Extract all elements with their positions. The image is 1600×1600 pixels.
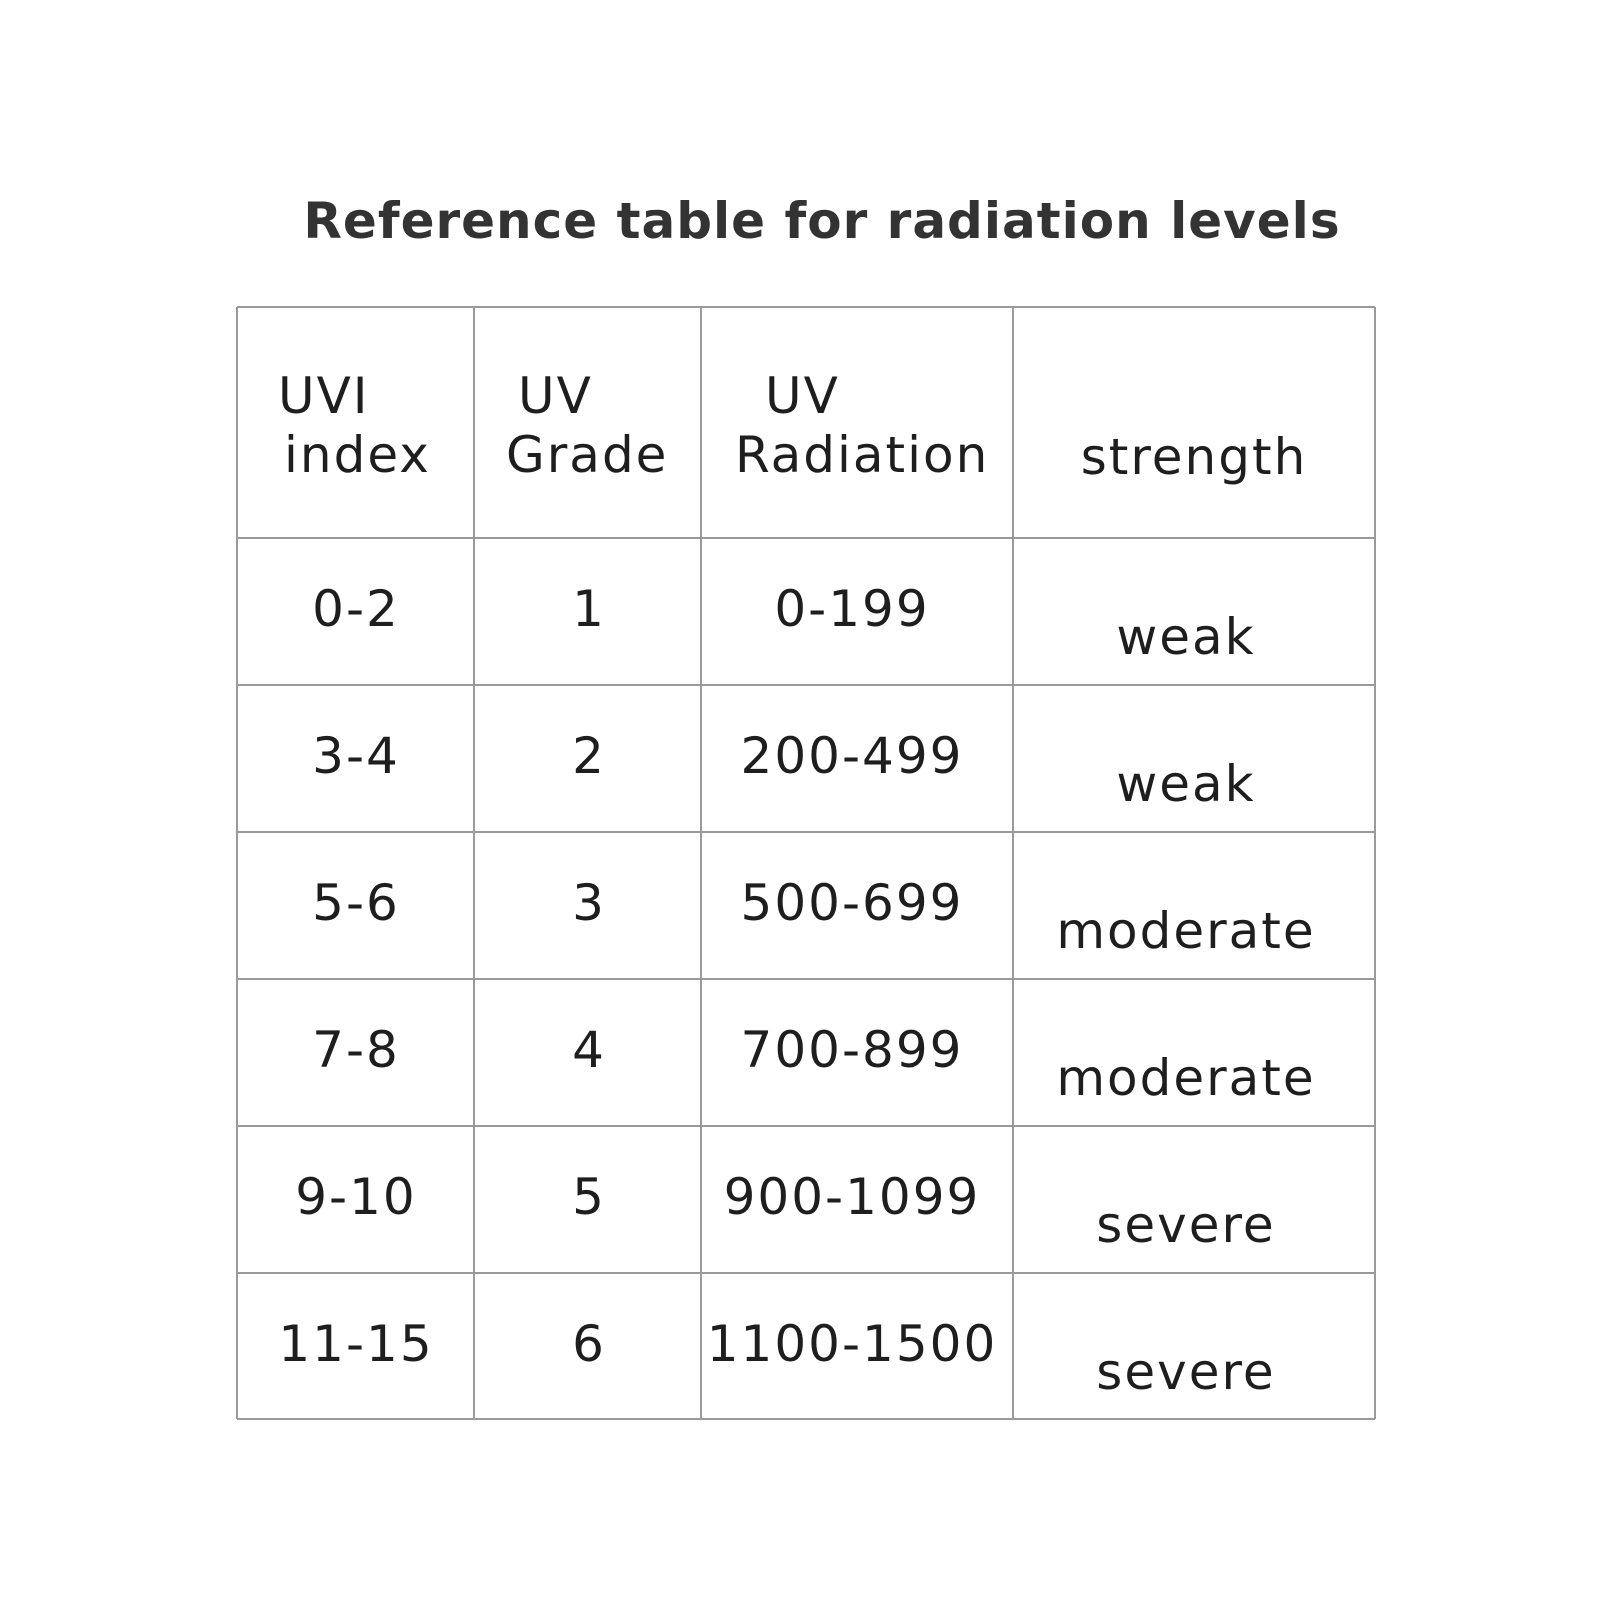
table-cell: 9-10 <box>295 1168 416 1226</box>
header-cell: Radiation <box>735 426 989 484</box>
table-cell: 1100-1500 <box>707 1315 998 1373</box>
title: Reference table for radiation levels <box>303 192 1340 250</box>
table-cell: 3 <box>572 874 606 932</box>
header-cell: Grade <box>506 426 668 484</box>
table-cell: 900-1099 <box>724 1168 981 1226</box>
table-cell: 5-6 <box>312 874 400 932</box>
table-cell: 4 <box>572 1021 606 1079</box>
header-cell: UVI <box>278 367 370 425</box>
header-cell: UV <box>518 367 593 425</box>
table-cell: 1 <box>572 580 606 638</box>
table-cell: weak <box>1116 608 1255 666</box>
table-cell: 0-2 <box>312 580 400 638</box>
table-cell: 500-699 <box>741 874 964 932</box>
header-cell: index <box>284 426 431 484</box>
table-cell: severe <box>1096 1196 1275 1254</box>
table-cell: 700-899 <box>741 1021 964 1079</box>
table-cell: 7-8 <box>312 1021 400 1079</box>
table-cell: 11-15 <box>278 1315 433 1373</box>
table-cell: 0-199 <box>774 580 929 638</box>
table-cell: 5 <box>572 1168 606 1226</box>
table-cell: 2 <box>572 727 606 785</box>
table-cell: severe <box>1096 1343 1275 1401</box>
header-cell: UV <box>765 367 840 425</box>
table-cell: 3-4 <box>312 727 400 785</box>
table-cell: 200-499 <box>741 727 964 785</box>
table-cell: moderate <box>1056 1049 1315 1107</box>
table-cell: moderate <box>1056 902 1315 960</box>
table-cell: 6 <box>572 1315 606 1373</box>
header-cell: strength <box>1081 428 1308 486</box>
table-cell: weak <box>1116 755 1255 813</box>
